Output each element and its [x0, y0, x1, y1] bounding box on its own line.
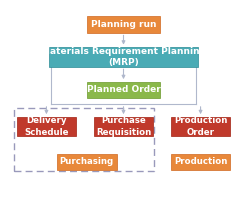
FancyBboxPatch shape [87, 16, 160, 33]
FancyBboxPatch shape [94, 117, 153, 136]
Text: Purchasing: Purchasing [60, 157, 114, 166]
Text: Planning run: Planning run [91, 20, 156, 29]
FancyBboxPatch shape [17, 117, 76, 136]
Text: Production: Production [174, 157, 227, 166]
Text: Planned Order: Planned Order [87, 85, 160, 94]
Text: Delivery
Schedule: Delivery Schedule [24, 116, 69, 136]
FancyBboxPatch shape [57, 154, 117, 170]
Text: Purchase
Requisition: Purchase Requisition [96, 116, 151, 136]
FancyBboxPatch shape [171, 154, 230, 170]
Text: Production
Order: Production Order [174, 116, 227, 136]
FancyBboxPatch shape [87, 82, 160, 98]
FancyBboxPatch shape [171, 117, 230, 136]
Text: Materials Requirement Planning
(MRP): Materials Requirement Planning (MRP) [41, 47, 206, 67]
FancyBboxPatch shape [49, 47, 198, 67]
